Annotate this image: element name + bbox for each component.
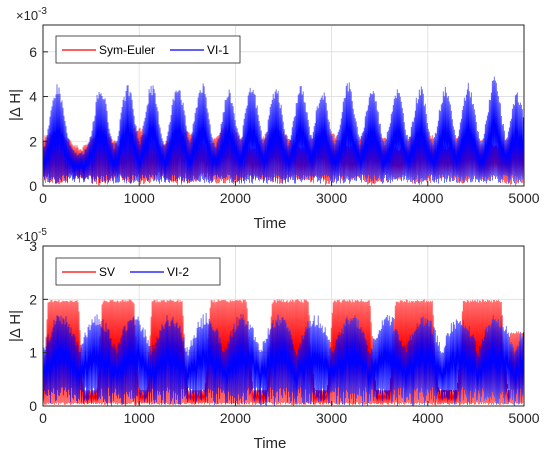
y-tick-label: 0 — [29, 398, 37, 414]
bottom-series — [42, 299, 525, 406]
y-tick-label: 0 — [29, 178, 37, 194]
x-tick-label: 5000 — [508, 190, 539, 206]
x-tick-label: 4000 — [412, 190, 443, 206]
y-tick-label: 3 — [29, 238, 37, 254]
series-line-vi1 — [42, 76, 525, 184]
x-tick-label: 0 — [39, 190, 47, 206]
x-tick-label: 1000 — [124, 190, 155, 206]
bottom-axes-box — [42, 245, 525, 407]
series-line-vi2 — [42, 313, 525, 406]
bottom-legend-label-sv: SV — [99, 265, 115, 279]
x-tick-label: 3000 — [316, 410, 347, 426]
top-legend: Sym-Euler VI-1 — [55, 35, 241, 64]
y-tick-label: 6 — [29, 44, 37, 60]
y-tick-label: 4 — [29, 89, 37, 105]
top-y-axis-label: |Δ H| — [7, 89, 24, 121]
x-tick-label: 5000 — [508, 410, 539, 426]
bottom-legend-label-vi2: VI-2 — [167, 265, 189, 279]
x-tick-label: 0 — [39, 410, 47, 426]
top-y-exponent: ×10-3 — [16, 6, 47, 23]
bottom-legend: SV VI-2 — [55, 257, 221, 286]
x-tick-label: 2000 — [220, 190, 251, 206]
top-axes-box — [42, 24, 525, 187]
top-legend-label-vi1: VI-1 — [207, 43, 229, 57]
y-tick-label: 2 — [29, 133, 37, 149]
top-series — [42, 76, 525, 186]
bottom-y-axis-label: |Δ H| — [7, 310, 24, 342]
top-ticks: 0 1000 2000 3000 4000 5000 0 2 4 6 — [29, 44, 540, 206]
top-legend-label-sym-euler: Sym-Euler — [99, 43, 155, 57]
x-tick-label: 4000 — [412, 410, 443, 426]
top-x-axis-label: Time — [254, 215, 287, 232]
x-tick-label: 1000 — [124, 410, 155, 426]
top-panel: 0 1000 2000 3000 4000 5000 0 2 4 6 ×10-3 Time |Δ … — [7, 6, 540, 232]
bottom-panel: 0 1000 2000 3000 4000 5000 0 1 2 3 ×10-5 Time |Δ … — [7, 227, 540, 452]
bottom-x-axis-label: Time — [254, 435, 287, 452]
y-tick-label: 1 — [29, 345, 37, 361]
bottom-ticks: 0 1000 2000 3000 4000 5000 0 1 2 3 — [29, 238, 540, 426]
y-tick-label: 2 — [29, 291, 37, 307]
bottom-y-exponent: ×10-5 — [16, 227, 47, 244]
x-tick-label: 3000 — [316, 190, 347, 206]
x-tick-label: 2000 — [220, 410, 251, 426]
